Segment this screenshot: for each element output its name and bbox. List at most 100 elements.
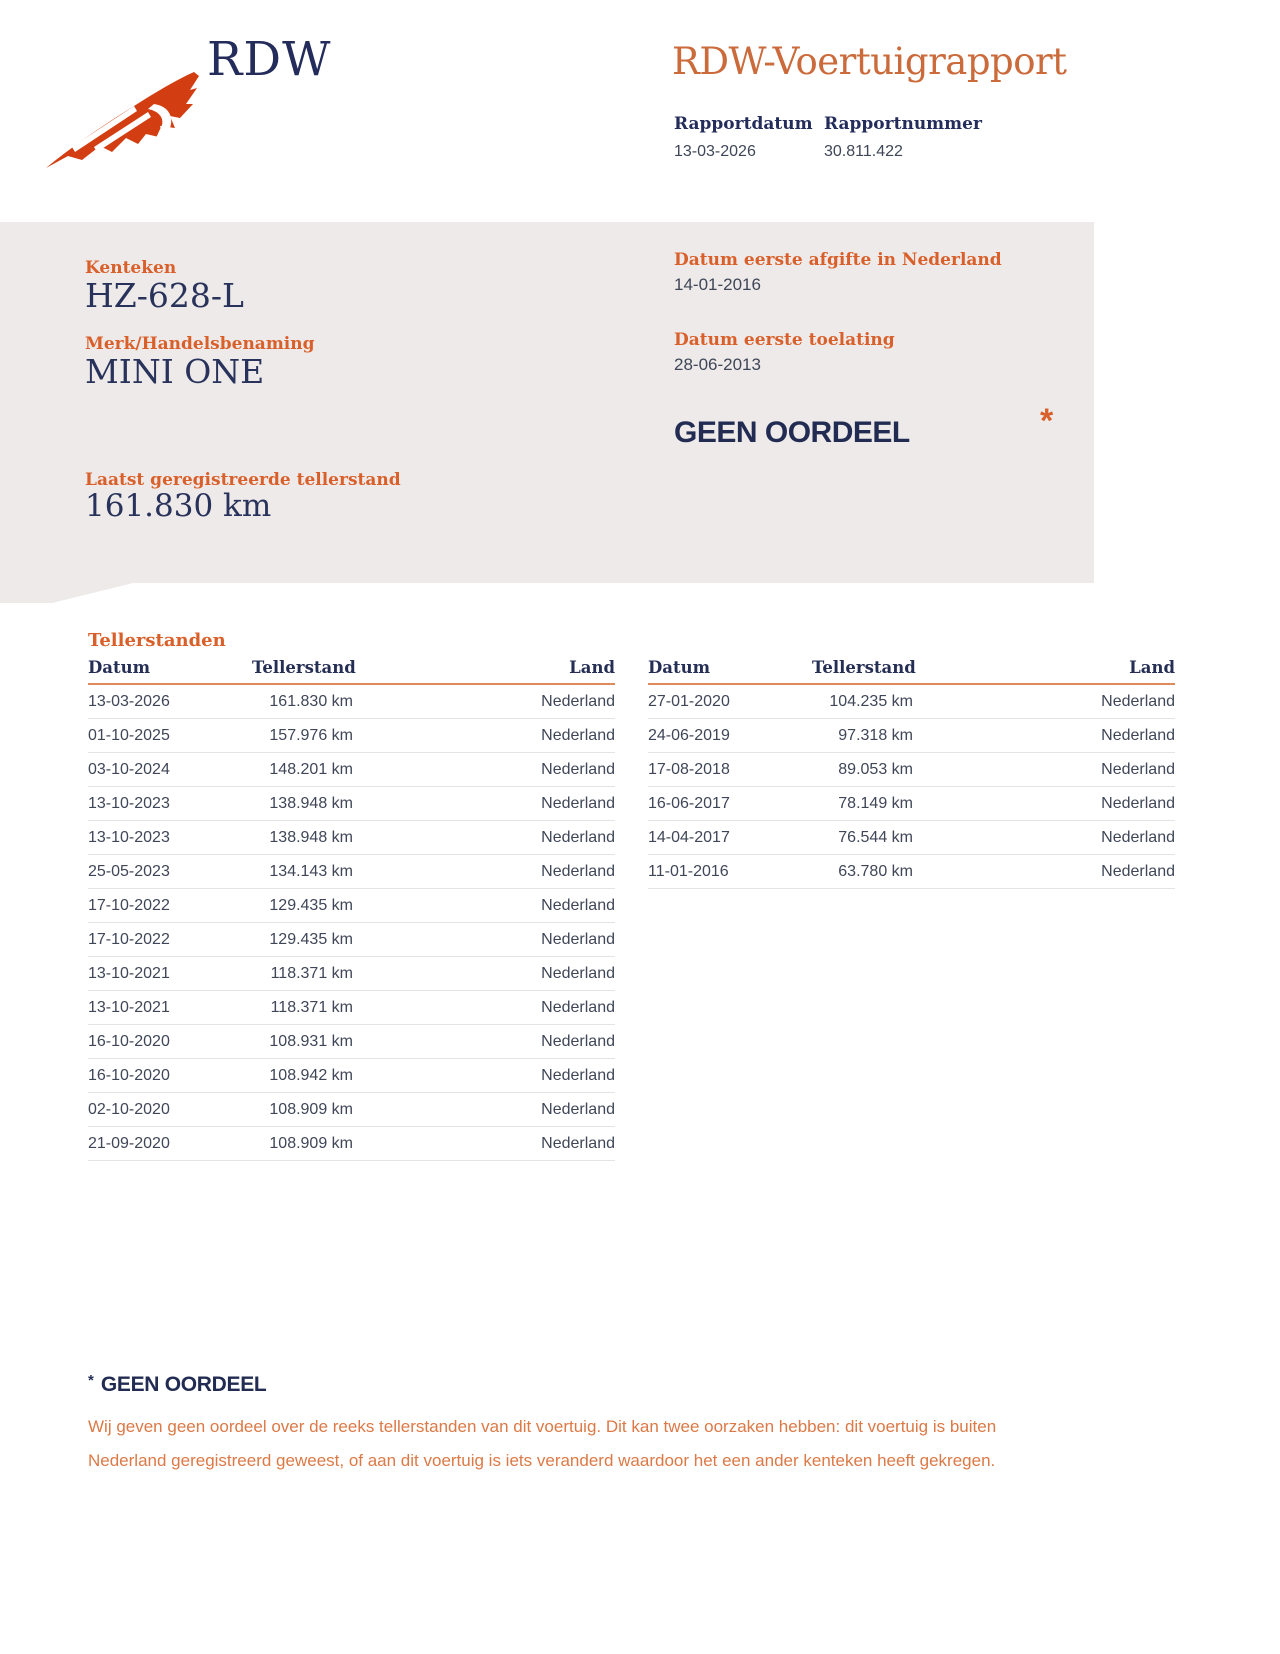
table-row: 02-10-2020 108.909 km Nederland xyxy=(88,1093,615,1127)
report-number-block: Rapportnummer 30.811.422 xyxy=(824,114,982,161)
datum-cell: 14-04-2017 xyxy=(648,828,730,846)
datum-cell: 17-10-2022 xyxy=(88,930,170,948)
datum-cell: 02-10-2020 xyxy=(88,1100,170,1118)
tellerstand-cell: 134.143 km xyxy=(269,862,353,880)
land-cell: Nederland xyxy=(541,1100,615,1118)
land-cell: Nederland xyxy=(541,1066,615,1084)
kenteken-value: HZ-628-L xyxy=(85,276,244,315)
column-header-land: Land xyxy=(1129,658,1175,677)
table-row: 11-01-2016 63.780 km Nederland xyxy=(648,855,1175,889)
report-meta: Rapportdatum 13-03-2026 Rapportnummer 30… xyxy=(674,114,982,161)
column-header-datum: Datum xyxy=(648,658,711,677)
table-row: 13-03-2026 161.830 km Nederland xyxy=(88,685,615,719)
table-row: 13-10-2021 118.371 km Nederland xyxy=(88,957,615,991)
tellerstand-cell: 118.371 km xyxy=(270,998,353,1016)
table-row: 16-10-2020 108.942 km Nederland xyxy=(88,1059,615,1093)
tellerstand-cell: 108.909 km xyxy=(269,1134,353,1152)
first-admission-value: 28-06-2013 xyxy=(674,355,761,374)
column-header-tellerstand: Tellerstand xyxy=(812,658,916,677)
land-cell: Nederland xyxy=(541,1134,615,1152)
datum-cell: 27-01-2020 xyxy=(648,692,730,710)
datum-cell: 21-09-2020 xyxy=(88,1134,170,1152)
tellerstand-cell: 108.931 km xyxy=(269,1032,353,1050)
first-admission-label: Datum eerste toelating xyxy=(674,330,895,350)
land-cell: Nederland xyxy=(1101,794,1175,812)
land-cell: Nederland xyxy=(1101,828,1175,846)
datum-cell: 11-01-2016 xyxy=(648,862,729,880)
footnote-heading: GEEN OORDEEL xyxy=(100,1373,267,1396)
datum-cell: 17-10-2022 xyxy=(88,896,170,914)
table-row: 17-08-2018 89.053 km Nederland xyxy=(648,753,1175,787)
table-row: 17-10-2022 129.435 km Nederland xyxy=(88,923,615,957)
footnote-heading-row: * GEEN OORDEEL xyxy=(88,1372,1048,1397)
land-cell: Nederland xyxy=(541,998,615,1016)
first-issue-value: 14-01-2016 xyxy=(674,275,761,294)
verdict-asterisk: * xyxy=(1040,402,1054,440)
report-date-label: Rapportdatum xyxy=(674,114,813,134)
table-row: 21-09-2020 108.909 km Nederland xyxy=(88,1127,615,1161)
table-row: 13-10-2021 118.371 km Nederland xyxy=(88,991,615,1025)
datum-cell: 03-10-2024 xyxy=(88,760,170,778)
kenteken-label: Kenteken xyxy=(85,258,177,278)
datum-cell: 01-10-2025 xyxy=(88,726,170,744)
column-header-datum: Datum xyxy=(88,658,151,677)
table-row: 16-06-2017 78.149 km Nederland xyxy=(648,787,1175,821)
tellerstand-cell: 129.435 km xyxy=(269,930,353,948)
datum-cell: 13-10-2023 xyxy=(88,828,170,846)
datum-cell: 13-10-2021 xyxy=(88,964,170,982)
land-cell: Nederland xyxy=(541,692,615,710)
tellerstand-cell: 89.053 km xyxy=(838,760,913,778)
table-row: 17-10-2022 129.435 km Nederland xyxy=(88,889,615,923)
footnote-text: Wij geven geen oordeel over de reeks tel… xyxy=(88,1417,997,1470)
datum-cell: 24-06-2019 xyxy=(648,726,730,744)
tellerstanden-heading: Tellerstanden xyxy=(88,630,226,651)
tellerstand-cell: 97.318 km xyxy=(838,726,913,744)
table-row: 13-10-2023 138.948 km Nederland xyxy=(88,787,615,821)
land-cell: Nederland xyxy=(1101,692,1175,710)
report-title: RDW-Voertuigrapport xyxy=(672,40,1067,83)
table-header: Datum Tellerstand Land xyxy=(88,658,615,685)
tellerstand-cell: 161.830 km xyxy=(269,692,353,710)
tellerstand-cell: 108.942 km xyxy=(269,1066,353,1084)
datum-cell: 25-05-2023 xyxy=(88,862,170,880)
tellerstand-cell: 148.201 km xyxy=(269,760,353,778)
datum-cell: 13-03-2026 xyxy=(88,692,170,710)
merk-value: MINI ONE xyxy=(85,352,265,391)
vehicle-summary-panel: Kenteken HZ-628-L Merk/Handelsbenaming M… xyxy=(0,222,1094,603)
land-cell: Nederland xyxy=(1101,862,1175,880)
footnote: * GEEN OORDEEL Wij geven geen oordeel ove… xyxy=(88,1372,1048,1478)
land-cell: Nederland xyxy=(541,794,615,812)
table-row: 27-01-2020 104.235 km Nederland xyxy=(648,685,1175,719)
odometer-table-right: Datum Tellerstand Land 27-01-2020 104.23… xyxy=(648,658,1175,889)
table-row: 13-10-2023 138.948 km Nederland xyxy=(88,821,615,855)
table-row: 03-10-2024 148.201 km Nederland xyxy=(88,753,615,787)
verdict-text: GEEN OORDEEL xyxy=(674,416,910,449)
land-cell: Nederland xyxy=(1101,760,1175,778)
report-date-value: 13-03-2026 xyxy=(674,143,756,160)
table-row: 25-05-2023 134.143 km Nederland xyxy=(88,855,615,889)
merk-label: Merk/Handelsbenaming xyxy=(85,334,315,354)
table-row: 16-10-2020 108.931 km Nederland xyxy=(88,1025,615,1059)
tellerstand-cell: 108.909 km xyxy=(269,1100,353,1118)
land-cell: Nederland xyxy=(541,930,615,948)
odometer-table-left: Datum Tellerstand Land 13-03-2026 161.83… xyxy=(88,658,615,1161)
footnote-marker: * xyxy=(88,1372,94,1389)
tellerstand-cell: 118.371 km xyxy=(270,964,353,982)
datum-cell: 16-06-2017 xyxy=(648,794,730,812)
column-header-tellerstand: Tellerstand xyxy=(252,658,356,677)
land-cell: Nederland xyxy=(541,726,615,744)
table-header: Datum Tellerstand Land xyxy=(648,658,1175,685)
table-row: 14-04-2017 76.544 km Nederland xyxy=(648,821,1175,855)
tellerstanden-section: Tellerstanden Datum Tellerstand Land 13-… xyxy=(88,630,1175,1161)
tellerstand-cell: 138.948 km xyxy=(269,794,353,812)
rdw-logo xyxy=(46,72,199,168)
datum-cell: 16-10-2020 xyxy=(88,1032,170,1050)
report-date-block: Rapportdatum 13-03-2026 xyxy=(674,114,824,161)
land-cell: Nederland xyxy=(541,760,615,778)
land-cell: Nederland xyxy=(541,1032,615,1050)
tellerstand-cell: 129.435 km xyxy=(269,896,353,914)
table-row: 24-06-2019 97.318 km Nederland xyxy=(648,719,1175,753)
datum-cell: 16-10-2020 xyxy=(88,1066,170,1084)
tellerstand-cell: 78.149 km xyxy=(838,794,913,812)
